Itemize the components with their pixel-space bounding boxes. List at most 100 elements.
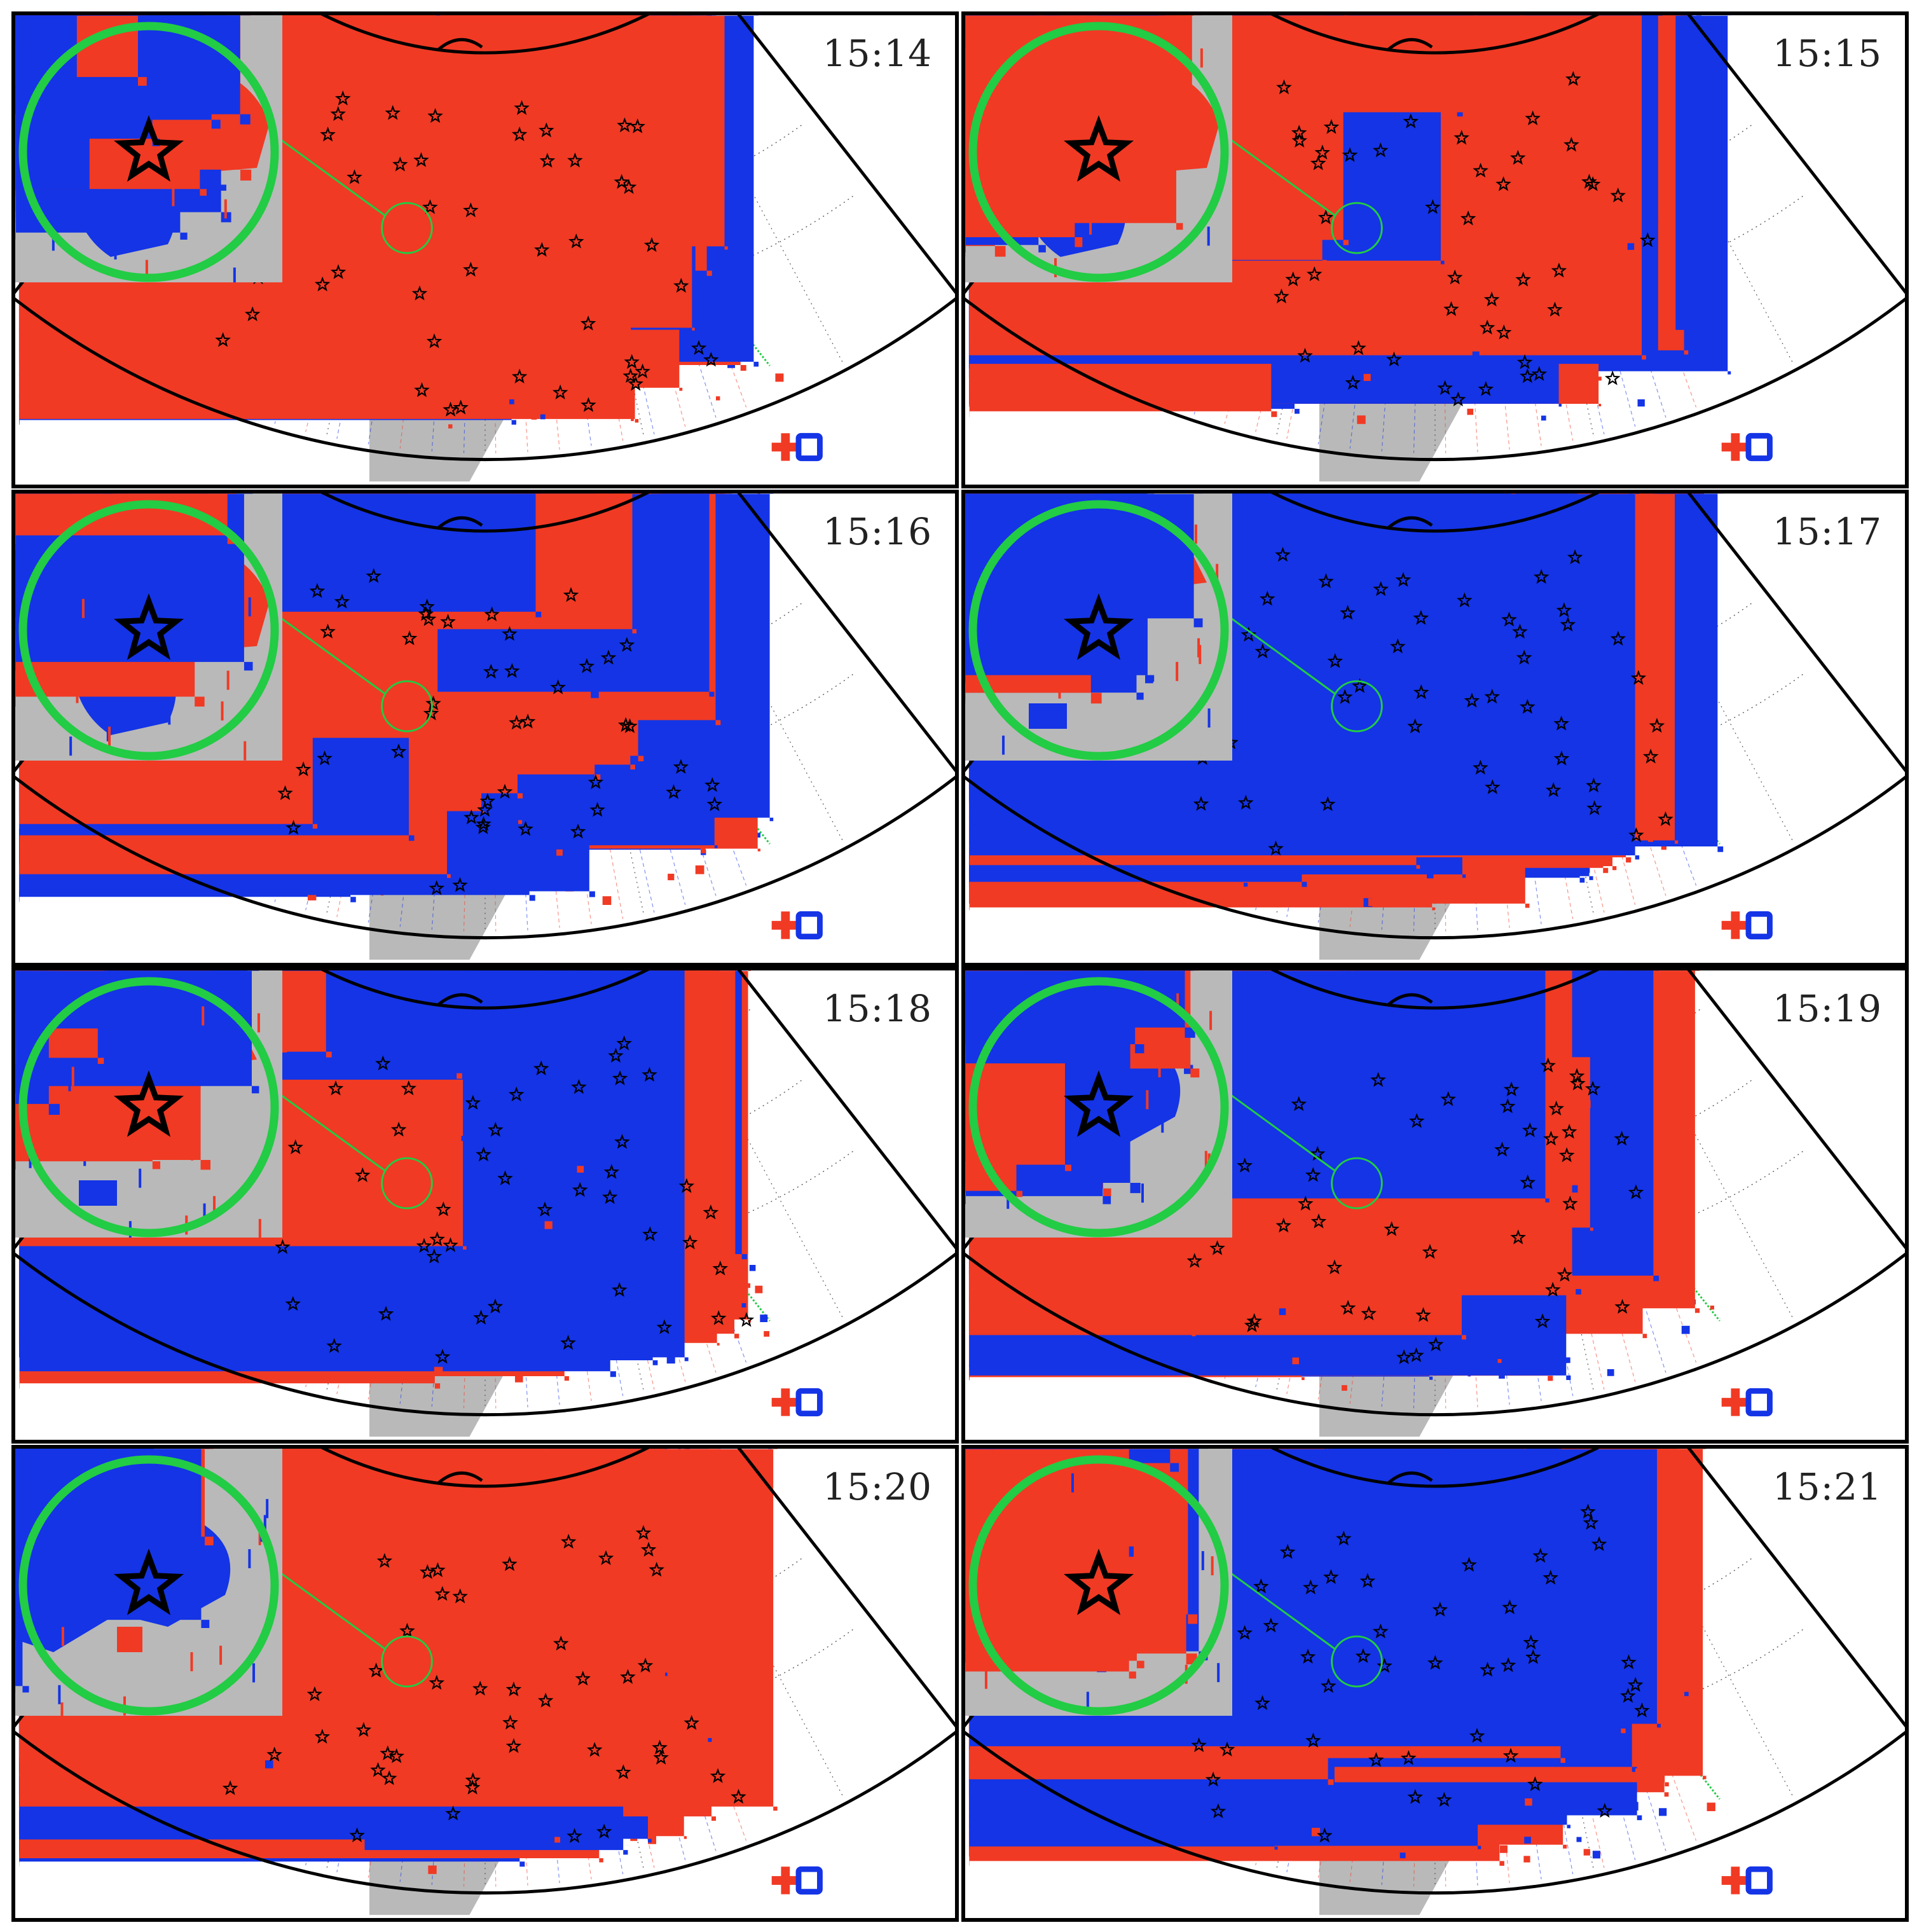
- star-icon: [1658, 811, 1673, 826]
- zoom-inset: [965, 1449, 1232, 1716]
- zoom-circle: [18, 1455, 279, 1716]
- star-icon: [1413, 610, 1429, 625]
- star-icon: [1446, 269, 1463, 285]
- star-icon: [1427, 1655, 1443, 1670]
- star-icon: [617, 117, 633, 132]
- star-icon: [416, 1238, 432, 1253]
- star-icon: [476, 816, 491, 831]
- star-icon: [615, 1764, 631, 1779]
- star-icon: [1326, 1259, 1343, 1274]
- star-icon: [1340, 1300, 1356, 1315]
- zoom-target-circle: [1331, 1157, 1383, 1210]
- star-icon: [487, 1122, 504, 1137]
- star-icon: [287, 1139, 304, 1154]
- star-icon: [1253, 1578, 1269, 1594]
- star-icon: [571, 1079, 587, 1094]
- star-icon: [1500, 1657, 1516, 1673]
- sector-outline: [965, 970, 1905, 1417]
- star-icon: [1246, 1313, 1263, 1328]
- star-icon: [1525, 1649, 1541, 1664]
- star-icon: [497, 1170, 513, 1185]
- star-icon: [505, 1681, 522, 1697]
- star-icon: [423, 705, 439, 721]
- star-icon: [1560, 616, 1576, 632]
- star-icon: [434, 1348, 451, 1364]
- star-icon: [616, 1035, 632, 1051]
- station-stars: [1191, 1503, 1650, 1843]
- star-icon: [385, 105, 401, 120]
- star-icon: [580, 315, 596, 331]
- timestamp-label: 15:19: [1772, 987, 1882, 1030]
- star-icon: [1642, 749, 1659, 764]
- star-icon: [483, 663, 499, 679]
- star-icon: [1063, 1549, 1134, 1615]
- star-icon: [738, 1312, 755, 1327]
- positive-blob: [117, 1627, 142, 1652]
- star-icon: [539, 153, 556, 168]
- star-icon: [575, 1671, 591, 1686]
- star-icon: [1437, 380, 1453, 396]
- star-icon: [649, 1561, 664, 1577]
- star-icon: [1649, 717, 1665, 733]
- star-icon: [1413, 684, 1429, 700]
- star-icon: [1515, 272, 1531, 287]
- star-icon: [1342, 147, 1358, 162]
- star-icon: [463, 202, 479, 217]
- zoom-inset: [15, 1449, 282, 1716]
- star-icon: [567, 1828, 582, 1843]
- star-icon: [504, 663, 520, 678]
- star-icon: [502, 626, 518, 641]
- star-icon: [703, 1204, 719, 1220]
- star-icon: [452, 1588, 468, 1604]
- plus-icon: [1721, 1866, 1749, 1894]
- star-icon: [1297, 347, 1313, 363]
- sector-outline: [965, 493, 1905, 940]
- star-icon: [624, 354, 640, 369]
- star-icon: [390, 1121, 407, 1137]
- star-icon: [678, 1178, 695, 1193]
- star-icon: [1254, 643, 1271, 659]
- zoom-target-circle: [381, 1635, 433, 1688]
- star-icon: [629, 118, 645, 134]
- timestamp-label: 15:18: [822, 987, 932, 1030]
- star-icon: [1640, 232, 1656, 247]
- star-icon: [589, 802, 605, 817]
- star-icon: [1063, 115, 1134, 182]
- star-icon: [511, 126, 528, 142]
- star-icon: [1373, 581, 1389, 597]
- star-icon: [1384, 1221, 1399, 1236]
- star-icon: [1305, 1167, 1321, 1182]
- star-icon: [475, 819, 491, 834]
- star-icon: [1532, 1547, 1548, 1563]
- star-icon: [1534, 1313, 1551, 1328]
- sector-outline: [15, 970, 955, 1417]
- star-icon: [1628, 827, 1644, 843]
- timestamp-label: 15:16: [822, 510, 932, 553]
- star-icon: [215, 332, 231, 347]
- star-icon: [579, 658, 595, 673]
- star-icon: [514, 100, 530, 115]
- zoom-leader-line: [1231, 139, 1336, 217]
- star-icon: [1443, 301, 1459, 316]
- star-icon: [113, 115, 184, 182]
- star-icon: [505, 1738, 522, 1753]
- star-icon: [1237, 1157, 1253, 1173]
- zoom-circle: [968, 1455, 1229, 1716]
- star-icon: [552, 384, 568, 400]
- star-icon: [568, 233, 584, 249]
- star-icon: [314, 276, 331, 292]
- star-icon: [1285, 271, 1302, 287]
- star-icon: [1317, 209, 1334, 224]
- zoom-inset-image: [965, 493, 1232, 761]
- star-icon: [603, 1164, 620, 1179]
- star-icon: [275, 1239, 291, 1254]
- zoom-target-circle: [1331, 1635, 1383, 1688]
- star-icon: [1422, 1244, 1438, 1259]
- star-icon: [473, 1309, 489, 1325]
- map-panel: 15:17: [961, 490, 1909, 967]
- star-icon: [1558, 1147, 1575, 1163]
- star-icon: [380, 1745, 396, 1760]
- star-icon: [1499, 1098, 1516, 1114]
- star-icon: [567, 152, 583, 168]
